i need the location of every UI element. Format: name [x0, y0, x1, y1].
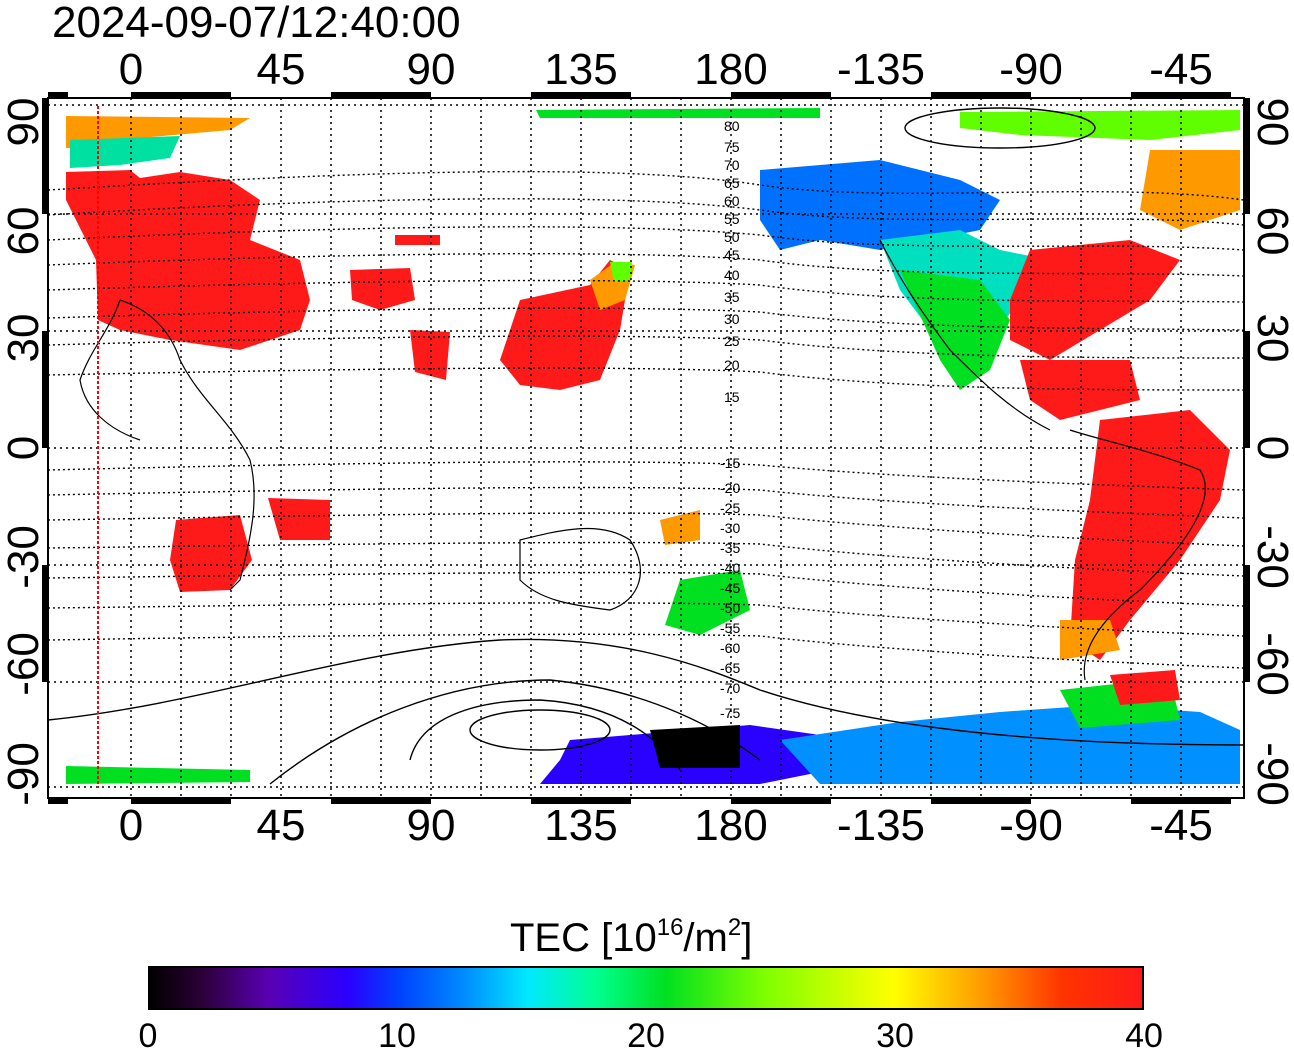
- contour-label: 15: [724, 389, 740, 405]
- contour-label: 55: [724, 211, 740, 227]
- lon-tick-top: 135: [544, 45, 618, 94]
- contour-label: 80: [724, 118, 740, 134]
- contour-label: -60: [720, 640, 740, 656]
- tec-region-antarctic-south-pacific: [780, 705, 1240, 784]
- lon-tick-top: -45: [1149, 45, 1213, 94]
- contour-label: 70: [724, 157, 740, 173]
- lon-tick-top: -90: [999, 45, 1063, 94]
- contour-label: 45: [724, 247, 740, 263]
- contour-label: -70: [720, 680, 740, 696]
- colorbar-tick: 0: [138, 1017, 158, 1055]
- lon-tick-bottom: 0: [118, 801, 144, 850]
- tec-region-caribbean: [1020, 360, 1140, 420]
- lon-tick-top: 90: [406, 45, 456, 94]
- lon-tick-bottom: 45: [256, 801, 306, 850]
- colorbar-tick: 10: [378, 1017, 416, 1055]
- lon-tick-top: -135: [836, 45, 926, 94]
- contour-label: 75: [724, 139, 740, 155]
- contour-label: 25: [724, 333, 740, 349]
- timestamp: 2024-09-07/12:40:00: [52, 0, 461, 47]
- contour-label: -30: [720, 520, 740, 536]
- lon-tick-top: 0: [118, 45, 144, 94]
- graticule: [48, 98, 1244, 798]
- tec-region-central-asia: [350, 268, 415, 310]
- lon-tick-bottom: 90: [406, 801, 456, 850]
- contour-label: -20: [720, 480, 740, 496]
- contour-label: -50: [720, 600, 740, 616]
- contour-label: -15: [720, 455, 740, 471]
- lon-tick-bottom: -135: [836, 801, 926, 850]
- tec-region-madagascar: [268, 498, 330, 540]
- colorbar-tick: 20: [627, 1017, 665, 1055]
- lon-tick-bottom: 180: [694, 801, 768, 850]
- tec-map: 80 75 70 65 60 55 50 45 40 35 30 25 20 1…: [42, 92, 1250, 804]
- tec-region-antarctic-low: [650, 725, 740, 768]
- tec-region-patagonia: [1060, 620, 1120, 660]
- contour-label: -40: [720, 560, 740, 576]
- colorbar: [148, 966, 1144, 1010]
- contour-label: 35: [724, 289, 740, 305]
- frame-ticks: [42, 92, 1250, 804]
- contour-label: 65: [724, 175, 740, 191]
- contour-label: 50: [724, 229, 740, 245]
- tec-region-arctic-pacific: [536, 108, 820, 118]
- lon-tick-bottom: -90: [999, 801, 1063, 850]
- magnetic-latitude-contours: [47, 170, 1245, 669]
- lon-tick-bottom: 135: [544, 801, 618, 850]
- tec-region-arctic-canada: [960, 110, 1240, 140]
- tec-region-south-america: [1070, 410, 1230, 660]
- lon-tick-bottom: -45: [1149, 801, 1213, 850]
- tec-region-drake: [1110, 670, 1180, 705]
- lon-tick-top: 45: [256, 45, 306, 94]
- magnetic-south-contours: [47, 107, 1245, 785]
- contour-label: 30: [724, 311, 740, 327]
- tec-region-alaska: [760, 160, 1000, 250]
- contour-label: -35: [720, 540, 740, 556]
- tec-region-russia: [395, 235, 440, 245]
- contour-label: -55: [720, 620, 740, 636]
- tec-region-new-zealand: [665, 570, 750, 635]
- colorbar-tick: 40: [1125, 1017, 1163, 1055]
- tec-region-greenland: [1140, 150, 1240, 230]
- coastlines: [79, 239, 1206, 681]
- tec-region-india: [410, 330, 450, 380]
- tec-region-pacific-islands: [660, 510, 700, 545]
- contour-label: 40: [724, 267, 740, 283]
- contour-label: -25: [720, 500, 740, 516]
- contour-label: -45: [720, 580, 740, 596]
- contour-labels: 80 75 70 65 60 55 50 45 40 35 30 25 20 1…: [720, 118, 740, 721]
- tec-region-antarctic-atlantic: [66, 766, 250, 784]
- lon-tick-top: 180: [694, 45, 768, 94]
- colorbar-title: TEC [1016/m2]: [510, 914, 753, 960]
- contour-label: 60: [724, 193, 740, 209]
- contour-label: -65: [720, 660, 740, 676]
- tec-region-north-america-east: [1010, 240, 1180, 360]
- contour-label: 20: [724, 357, 740, 373]
- tec-region-sakhalin: [610, 262, 632, 282]
- contour-label: -75: [720, 705, 740, 721]
- colorbar-tick: 30: [876, 1017, 914, 1055]
